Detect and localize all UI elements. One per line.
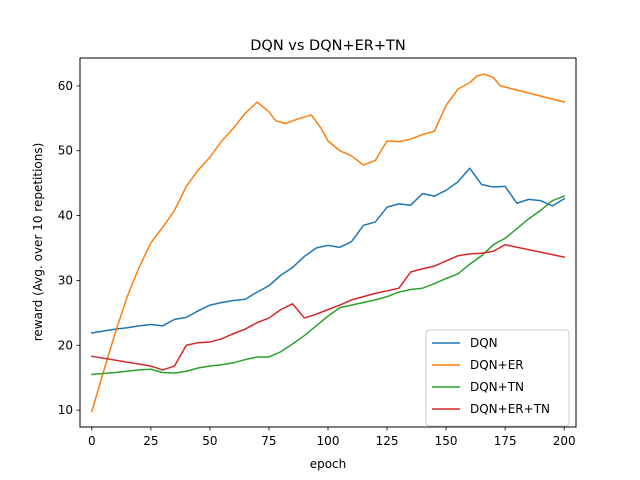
x-tick-label: 75 xyxy=(261,434,276,448)
legend-label: DQN+ER+TN xyxy=(470,402,550,416)
y-tick-label: 40 xyxy=(58,209,73,223)
x-tick-label: 150 xyxy=(435,434,458,448)
legend-label: DQN+ER xyxy=(470,358,524,372)
chart-title: DQN vs DQN+ER+TN xyxy=(250,38,405,54)
x-tick-label: 200 xyxy=(553,434,576,448)
series-line-dqn-er xyxy=(90,73,566,413)
x-tick-label: 175 xyxy=(494,434,517,448)
y-tick-label: 50 xyxy=(58,144,73,158)
legend-label: DQN+TN xyxy=(470,380,524,394)
legend: DQN DQN+ER DQN+TN DQN+ER+TN xyxy=(425,329,570,427)
series-layer xyxy=(90,73,566,413)
legend-box xyxy=(425,329,570,427)
y-tick-label: 60 xyxy=(58,79,73,93)
y-tick-label: 30 xyxy=(58,273,73,287)
y-axis-ticks: 10 20 30 40 50 60 xyxy=(58,79,80,417)
x-tick-label: 50 xyxy=(202,434,217,448)
x-axis-ticks: 0 25 50 75 100 125 150 175 200 xyxy=(88,427,576,448)
x-axis-label: epoch xyxy=(310,457,347,471)
series-line-dqn-tn xyxy=(91,195,566,376)
y-tick-label: 10 xyxy=(58,403,73,417)
series-line-dqn xyxy=(90,167,566,334)
x-tick-label: 25 xyxy=(143,434,158,448)
y-tick-label: 20 xyxy=(58,338,73,352)
x-tick-label: 100 xyxy=(317,434,340,448)
x-tick-label: 125 xyxy=(376,434,399,448)
legend-label: DQN xyxy=(470,336,498,350)
x-tick-label: 0 xyxy=(88,434,96,448)
y-axis-label: reward (Avg. over 10 repetitions) xyxy=(31,143,45,342)
series-line-dqn-er-tn xyxy=(90,244,566,371)
